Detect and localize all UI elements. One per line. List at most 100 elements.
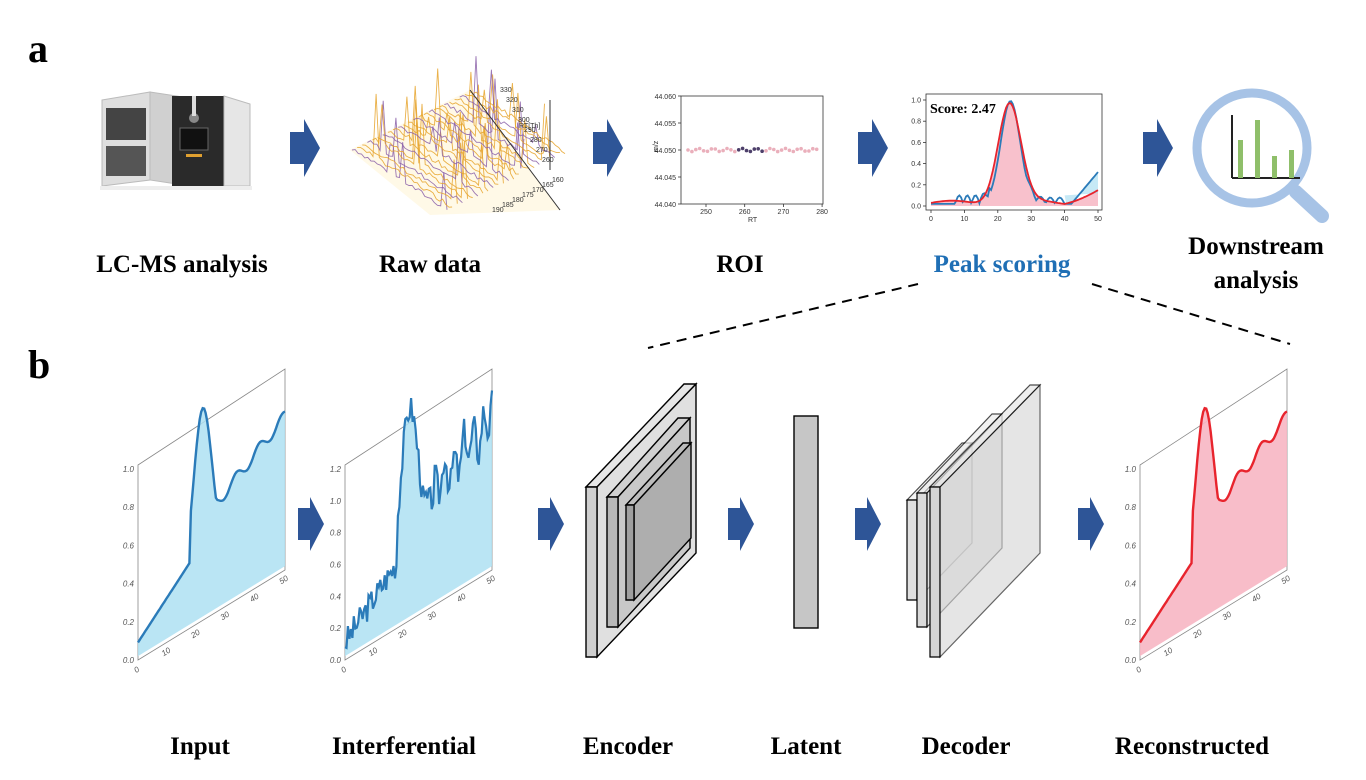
roi-point: [772, 147, 776, 152]
raw-trace: [454, 74, 551, 157]
raw-trace: [403, 111, 499, 185]
roi-point: [799, 146, 803, 151]
raw-trace: [351, 142, 448, 210]
bar-1: [1238, 140, 1243, 178]
roi-ytick: 44.055: [655, 121, 677, 128]
peak-xtick: 20: [994, 216, 1002, 223]
roi-point: [775, 149, 780, 154]
raw-trace: [413, 107, 509, 181]
raw-trace: [387, 96, 484, 194]
roi-point: [752, 147, 757, 151]
raw-tick: 170: [532, 187, 544, 194]
label-downstream-2: analysis: [1214, 267, 1299, 294]
raw-trace: [398, 117, 494, 188]
skew-xtick: 0: [1134, 665, 1143, 675]
skew-ytick: 0.2: [123, 618, 135, 627]
panel-a-letter: a: [28, 26, 48, 71]
arrow-1: [290, 119, 320, 177]
skew-xtick: 0: [339, 665, 348, 675]
skew-ytick: 0.6: [330, 560, 342, 569]
peak-ytick: 0.6: [911, 140, 921, 147]
raw-trace: [367, 100, 463, 204]
peak-xtick: 40: [1061, 216, 1069, 223]
skew-xtick: 30: [1221, 609, 1234, 622]
label-raw-data: Raw data: [379, 251, 482, 278]
raw-trace: [459, 69, 556, 158]
raw-tick: 165: [542, 182, 554, 189]
roi-point: [756, 147, 760, 151]
skew-ytick: 1.0: [330, 497, 342, 506]
roi-point: [791, 149, 796, 154]
raw-tick: 290: [524, 127, 536, 134]
raw-tick: 175: [522, 192, 534, 199]
label-reconstructed: Reconstructed: [1115, 733, 1269, 760]
reconstructed-plot: 0.0 0.2 0.4 0.6 0.8 1.0 0 10 20 30 40 50: [1125, 368, 1292, 675]
roi-point: [803, 149, 807, 153]
skew-xtick: 10: [367, 645, 380, 658]
score-text: Score: 2.47: [930, 102, 996, 117]
raw-trace: [444, 56, 540, 165]
roi-xtick: 250: [700, 209, 712, 216]
magnifier-icon: [1192, 88, 1329, 223]
raw-tick: 185: [502, 202, 514, 209]
label-lcms: LC-MS analysis: [96, 251, 268, 278]
roi-xlabel: RT: [748, 217, 758, 224]
raw-tick: 330: [500, 87, 512, 94]
raw-data-3d-plot: 3303203103002902802702601601651701751801…: [350, 56, 566, 215]
raw-trace: [423, 112, 519, 175]
skew-xtick: 50: [278, 573, 291, 586]
raw-tick: 310: [512, 107, 524, 114]
raw-trace: [372, 104, 468, 199]
roi-xtick: 280: [816, 209, 828, 216]
skew-ytick: 0.2: [330, 624, 342, 633]
roi-point: [811, 146, 815, 151]
arrow-3: [858, 119, 888, 177]
raw-tick: 160: [552, 177, 564, 184]
roi-point: [705, 149, 710, 154]
roi-point: [701, 149, 706, 153]
roi-point: [733, 149, 737, 154]
decoder-block: [905, 383, 1042, 659]
peak-xtick: 10: [961, 216, 969, 223]
encoder-block: [584, 382, 698, 659]
roi-ylabel: m/z: [653, 140, 660, 152]
roi-ytick: 44.040: [655, 202, 677, 209]
raw-trace: [377, 99, 473, 199]
skew-ytick: 0.0: [1125, 656, 1137, 665]
raw-tick: 320: [506, 97, 518, 104]
roi-ytick: 44.045: [655, 175, 677, 182]
label-input: Input: [170, 733, 230, 760]
zoom-line-right: [1091, 283, 1291, 345]
raw-tick: 280: [530, 137, 542, 144]
arrow-b1: [298, 497, 324, 551]
interferential-plot: 0.0 0.2 0.4 0.6 0.8 1.0 1.2 0 10 20 30 40 50: [330, 368, 497, 675]
bar-4: [1289, 150, 1294, 178]
skew-ytick: 0.6: [1125, 541, 1137, 550]
bar-2: [1255, 120, 1260, 178]
raw-trace: [428, 109, 525, 169]
roi-point: [721, 148, 725, 153]
label-peak-scoring: Peak scoring: [934, 251, 1071, 278]
peak-ytick: 0.8: [911, 119, 921, 126]
label-latent: Latent: [771, 733, 843, 760]
skew-ytick: 1.2: [330, 465, 342, 474]
raw-trace: [357, 93, 453, 208]
skew-ytick: 0.4: [1125, 580, 1137, 589]
raw-trace: [449, 89, 545, 161]
arrow-4: [1143, 119, 1173, 177]
roi-plot: 44.060 44.055 44.050 44.045 44.040 250 260 270…: [653, 94, 828, 224]
peak-ytick: 0.0: [911, 204, 921, 211]
skew-ytick: 0.8: [330, 529, 342, 538]
roi-point: [717, 149, 721, 154]
label-encoder: Encoder: [583, 733, 673, 760]
arrow-b3: [728, 497, 754, 551]
raw-trace: [362, 144, 458, 204]
skew-ytick: 0.0: [330, 656, 342, 665]
skew-ytick: 0.8: [1125, 503, 1137, 512]
roi-point: [783, 146, 788, 151]
roi-ytick: 44.050: [655, 148, 677, 155]
skew-xtick: 30: [219, 609, 232, 622]
latent-block: [793, 415, 819, 629]
skew-ytick: 0.4: [123, 580, 135, 589]
